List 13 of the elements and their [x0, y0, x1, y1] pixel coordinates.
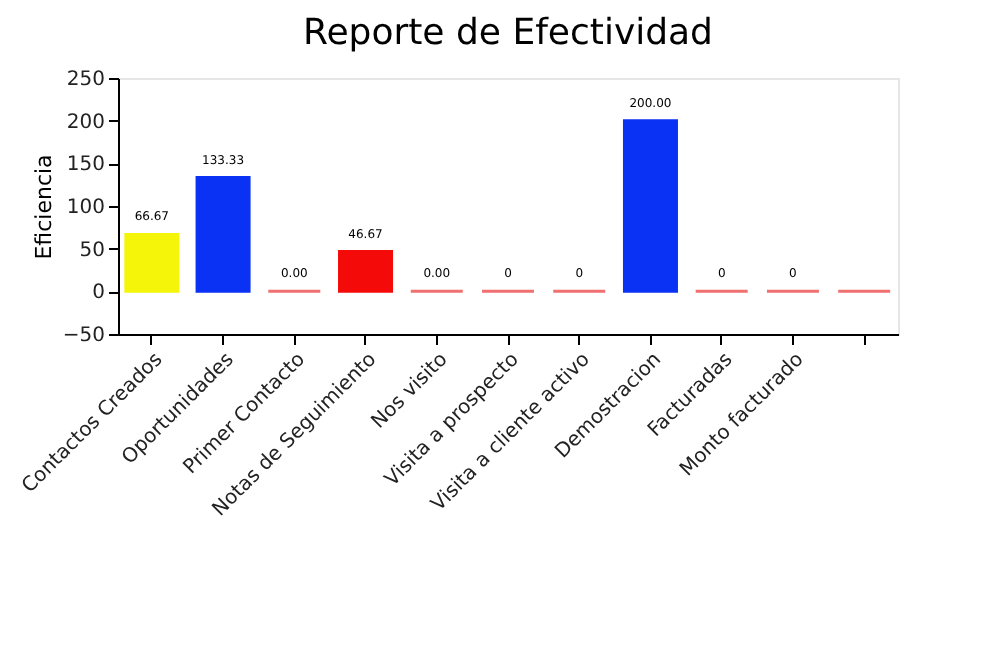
- y-tick-label: 0: [92, 282, 105, 305]
- y-tick-label: 150: [66, 154, 105, 177]
- bar: [195, 176, 251, 293]
- chart-title: Reporte de Efectividad: [303, 12, 713, 54]
- bar: [124, 232, 180, 293]
- bar: [338, 250, 394, 293]
- y-tick-label: 100: [66, 197, 105, 219]
- bar: [622, 119, 678, 293]
- y-tick-label: 250: [66, 69, 105, 91]
- y-axis-title: Eficiencia: [30, 154, 57, 260]
- y-tick-label: 200: [66, 111, 105, 134]
- y-tick-label: −50: [62, 325, 105, 347]
- y-tick-label: 50: [79, 239, 105, 262]
